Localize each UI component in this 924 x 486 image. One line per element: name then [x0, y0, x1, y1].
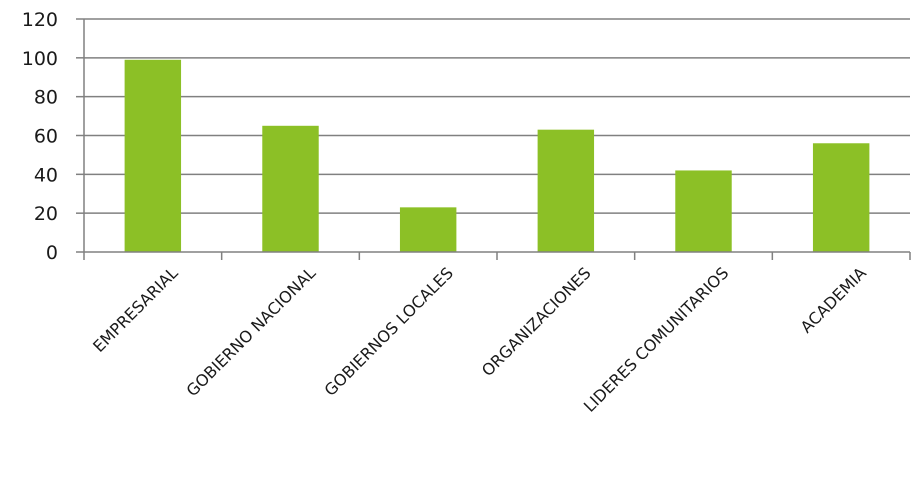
bar-gobierno-nacional	[262, 125, 319, 252]
x-tick-labels: EMPRESARIAL GOBIERNO NACIONAL GOBIERNOS LO…	[89, 263, 870, 415]
y-tick-label: 100	[22, 48, 58, 70]
x-tick-label: EMPRESARIAL	[89, 263, 182, 356]
x-tick-label: ACADEMIA	[797, 263, 870, 336]
y-tick-label: 60	[34, 126, 58, 148]
bar-lideres-comunitarios	[675, 170, 732, 252]
y-tick-label: 120	[22, 9, 58, 31]
x-tick-label: LIDERES COMUNITARIOS	[580, 263, 732, 415]
y-tick-label: 0	[46, 242, 58, 264]
x-tick-label: ORGANIZACIONES	[478, 263, 595, 380]
x-tick-label: GOBIERNO NACIONAL	[182, 263, 319, 400]
bar-organizaciones	[537, 129, 595, 252]
y-tick-label: 80	[34, 87, 58, 109]
gridlines	[84, 18, 910, 214]
y-tick-label: 20	[34, 203, 58, 225]
bar-academia	[812, 143, 870, 252]
bars	[124, 59, 870, 253]
bar-empresarial	[124, 59, 182, 253]
y-tick-labels: 0 20 40 60 80 100 120	[22, 9, 58, 264]
y-tick-label: 40	[34, 164, 58, 186]
bar-gobiernos-locales	[399, 207, 457, 252]
x-tick-label: GOBIERNOS LOCALES	[321, 263, 457, 399]
axes	[76, 18, 911, 260]
